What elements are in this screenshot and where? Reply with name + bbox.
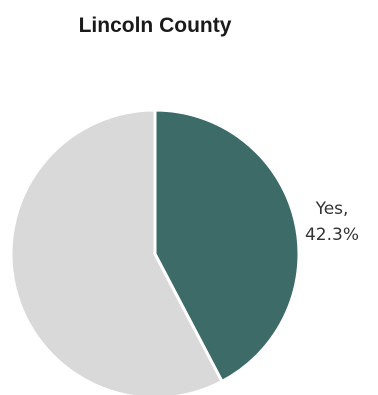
pie-slices bbox=[9, 108, 301, 395]
slice-label-value: 42.3% bbox=[304, 225, 359, 245]
chart-title: Lincoln County bbox=[78, 14, 232, 37]
slice-label-yes: Yes, 42.3% bbox=[292, 196, 372, 248]
pie-slice-other bbox=[9, 108, 224, 395]
pie-slice-yes bbox=[153, 108, 301, 383]
slice-label-name: Yes, bbox=[315, 199, 349, 219]
